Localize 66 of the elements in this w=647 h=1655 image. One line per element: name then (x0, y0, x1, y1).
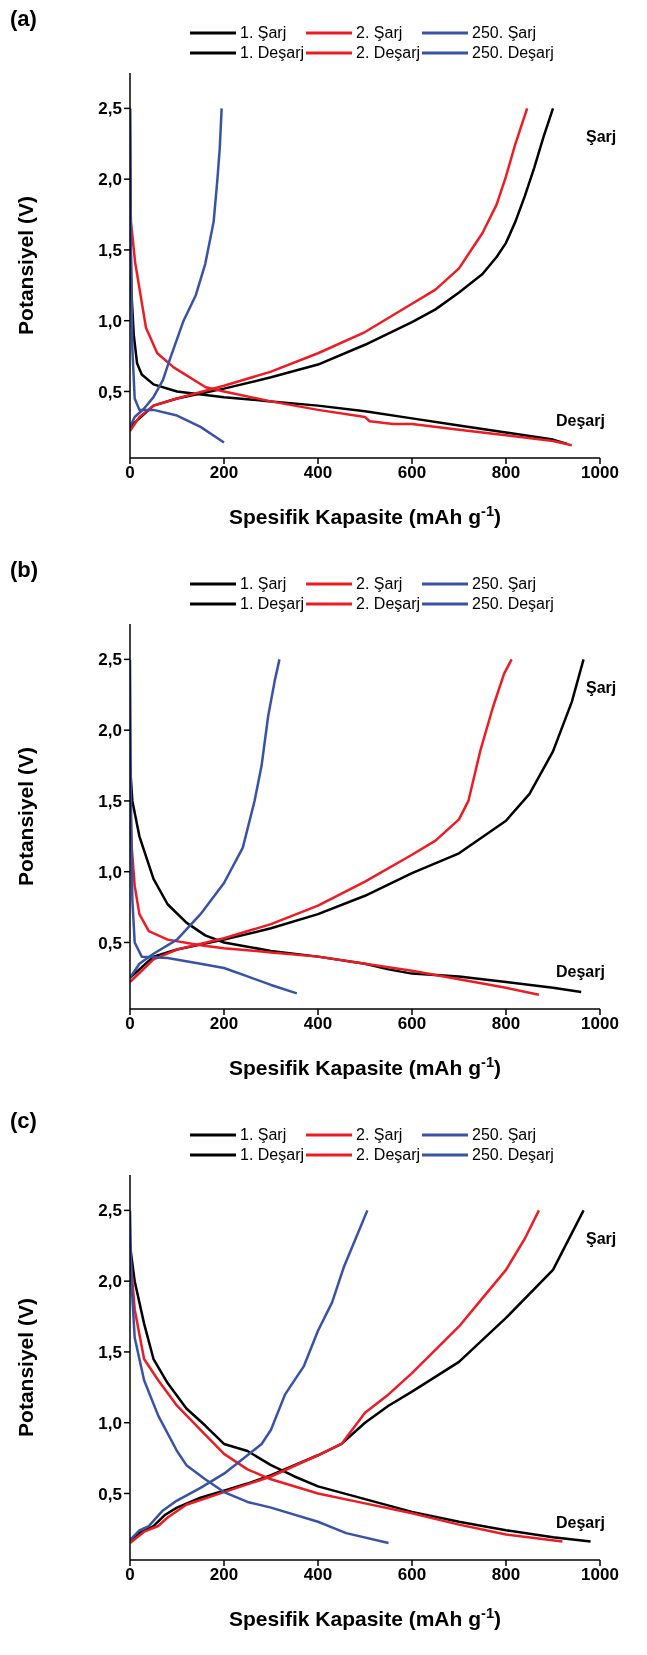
x-tick-label: 1000 (581, 1565, 619, 1585)
y-tick-label: 1,0 (98, 1413, 122, 1433)
x-tick-label: 400 (303, 1565, 333, 1585)
x-axis-title: Spesifik Kapasite (mAh g$^{-1}$) (228, 503, 502, 528)
annotation: Deşarj (556, 412, 605, 430)
y-tick-label: 1,5 (98, 791, 122, 811)
y-tick-label: 0,5 (98, 1484, 122, 1504)
legend-label: 250. Deşarj (472, 1146, 554, 1164)
legend-label: 2. Şarj (356, 24, 403, 42)
legend-label: 2. Deşarj (356, 595, 421, 613)
y-axis-title: Potansiyel (V) (14, 196, 38, 335)
y-tick-label: 2,0 (98, 170, 122, 190)
legend-label: 1. Şarj (240, 1126, 287, 1144)
x-tick-label: 1000 (581, 1014, 619, 1034)
chart-title: (c) (10, 1108, 37, 1134)
legend-label: 1. Deşarj (240, 595, 305, 613)
x-tick-label: 0 (125, 1014, 135, 1034)
x-tick-label: 200 (209, 1014, 239, 1034)
y-tick-label: 2,5 (98, 650, 122, 670)
y-tick-label: 1,0 (98, 862, 122, 882)
y-tick-label: 0,5 (98, 382, 122, 402)
x-tick-label: 800 (491, 463, 521, 483)
x-tick-label: 1000 (581, 463, 619, 483)
annotation: Deşarj (556, 963, 605, 981)
legend-label: 250. Şarj (472, 1126, 537, 1144)
annotation: Şarj (586, 1230, 617, 1248)
legend-label: 1. Deşarj (240, 1146, 305, 1164)
y-axis-title: Potansiyel (V) (14, 1298, 38, 1437)
x-tick-label: 600 (397, 463, 427, 483)
x-axis-title: Spesifik Kapasite (mAh g$^{-1}$) (228, 1054, 502, 1079)
x-tick-label: 0 (125, 1565, 135, 1585)
annotation: Deşarj (556, 1514, 605, 1532)
x-tick-label: 200 (209, 463, 239, 483)
x-tick-label: 400 (303, 1014, 333, 1034)
legend-label: 1. Şarj (240, 575, 287, 593)
legend-label: 1. Deşarj (240, 44, 305, 62)
y-tick-label: 0,5 (98, 933, 122, 953)
y-tick-label: 1,0 (98, 311, 122, 331)
x-tick-label: 600 (397, 1565, 427, 1585)
x-tick-label: 600 (397, 1014, 427, 1034)
x-tick-label: 0 (125, 463, 135, 483)
legend-label: 250. Deşarj (472, 595, 554, 613)
x-tick-label: 800 (491, 1565, 521, 1585)
y-tick-label: 2,5 (98, 99, 122, 119)
legend-label: 2. Deşarj (356, 44, 421, 62)
x-tick-label: 800 (491, 1014, 521, 1034)
legend-label: 2. Deşarj (356, 1146, 421, 1164)
legend-label: 1. Şarj (240, 24, 287, 42)
annotation: Şarj (586, 679, 617, 697)
y-tick-label: 1,5 (98, 240, 122, 260)
chart-title: (b) (10, 557, 39, 583)
annotation: Şarj (586, 128, 617, 146)
y-tick-label: 2,5 (98, 1201, 122, 1221)
x-axis-title: Spesifik Kapasite (mAh g$^{-1}$) (228, 1605, 502, 1630)
y-tick-label: 1,5 (98, 1342, 122, 1362)
y-axis-title: Potansiyel (V) (14, 747, 38, 886)
x-tick-label: 400 (303, 463, 333, 483)
legend-label: 2. Şarj (356, 575, 403, 593)
legend-label: 250. Deşarj (472, 44, 554, 62)
y-tick-label: 2,0 (98, 721, 122, 741)
legend-label: 250. Şarj (472, 24, 537, 42)
x-tick-label: 200 (209, 1565, 239, 1585)
legend-label: 2. Şarj (356, 1126, 403, 1144)
chart-title: (a) (10, 6, 37, 32)
y-tick-label: 2,0 (98, 1272, 122, 1292)
legend-label: 250. Şarj (472, 575, 537, 593)
